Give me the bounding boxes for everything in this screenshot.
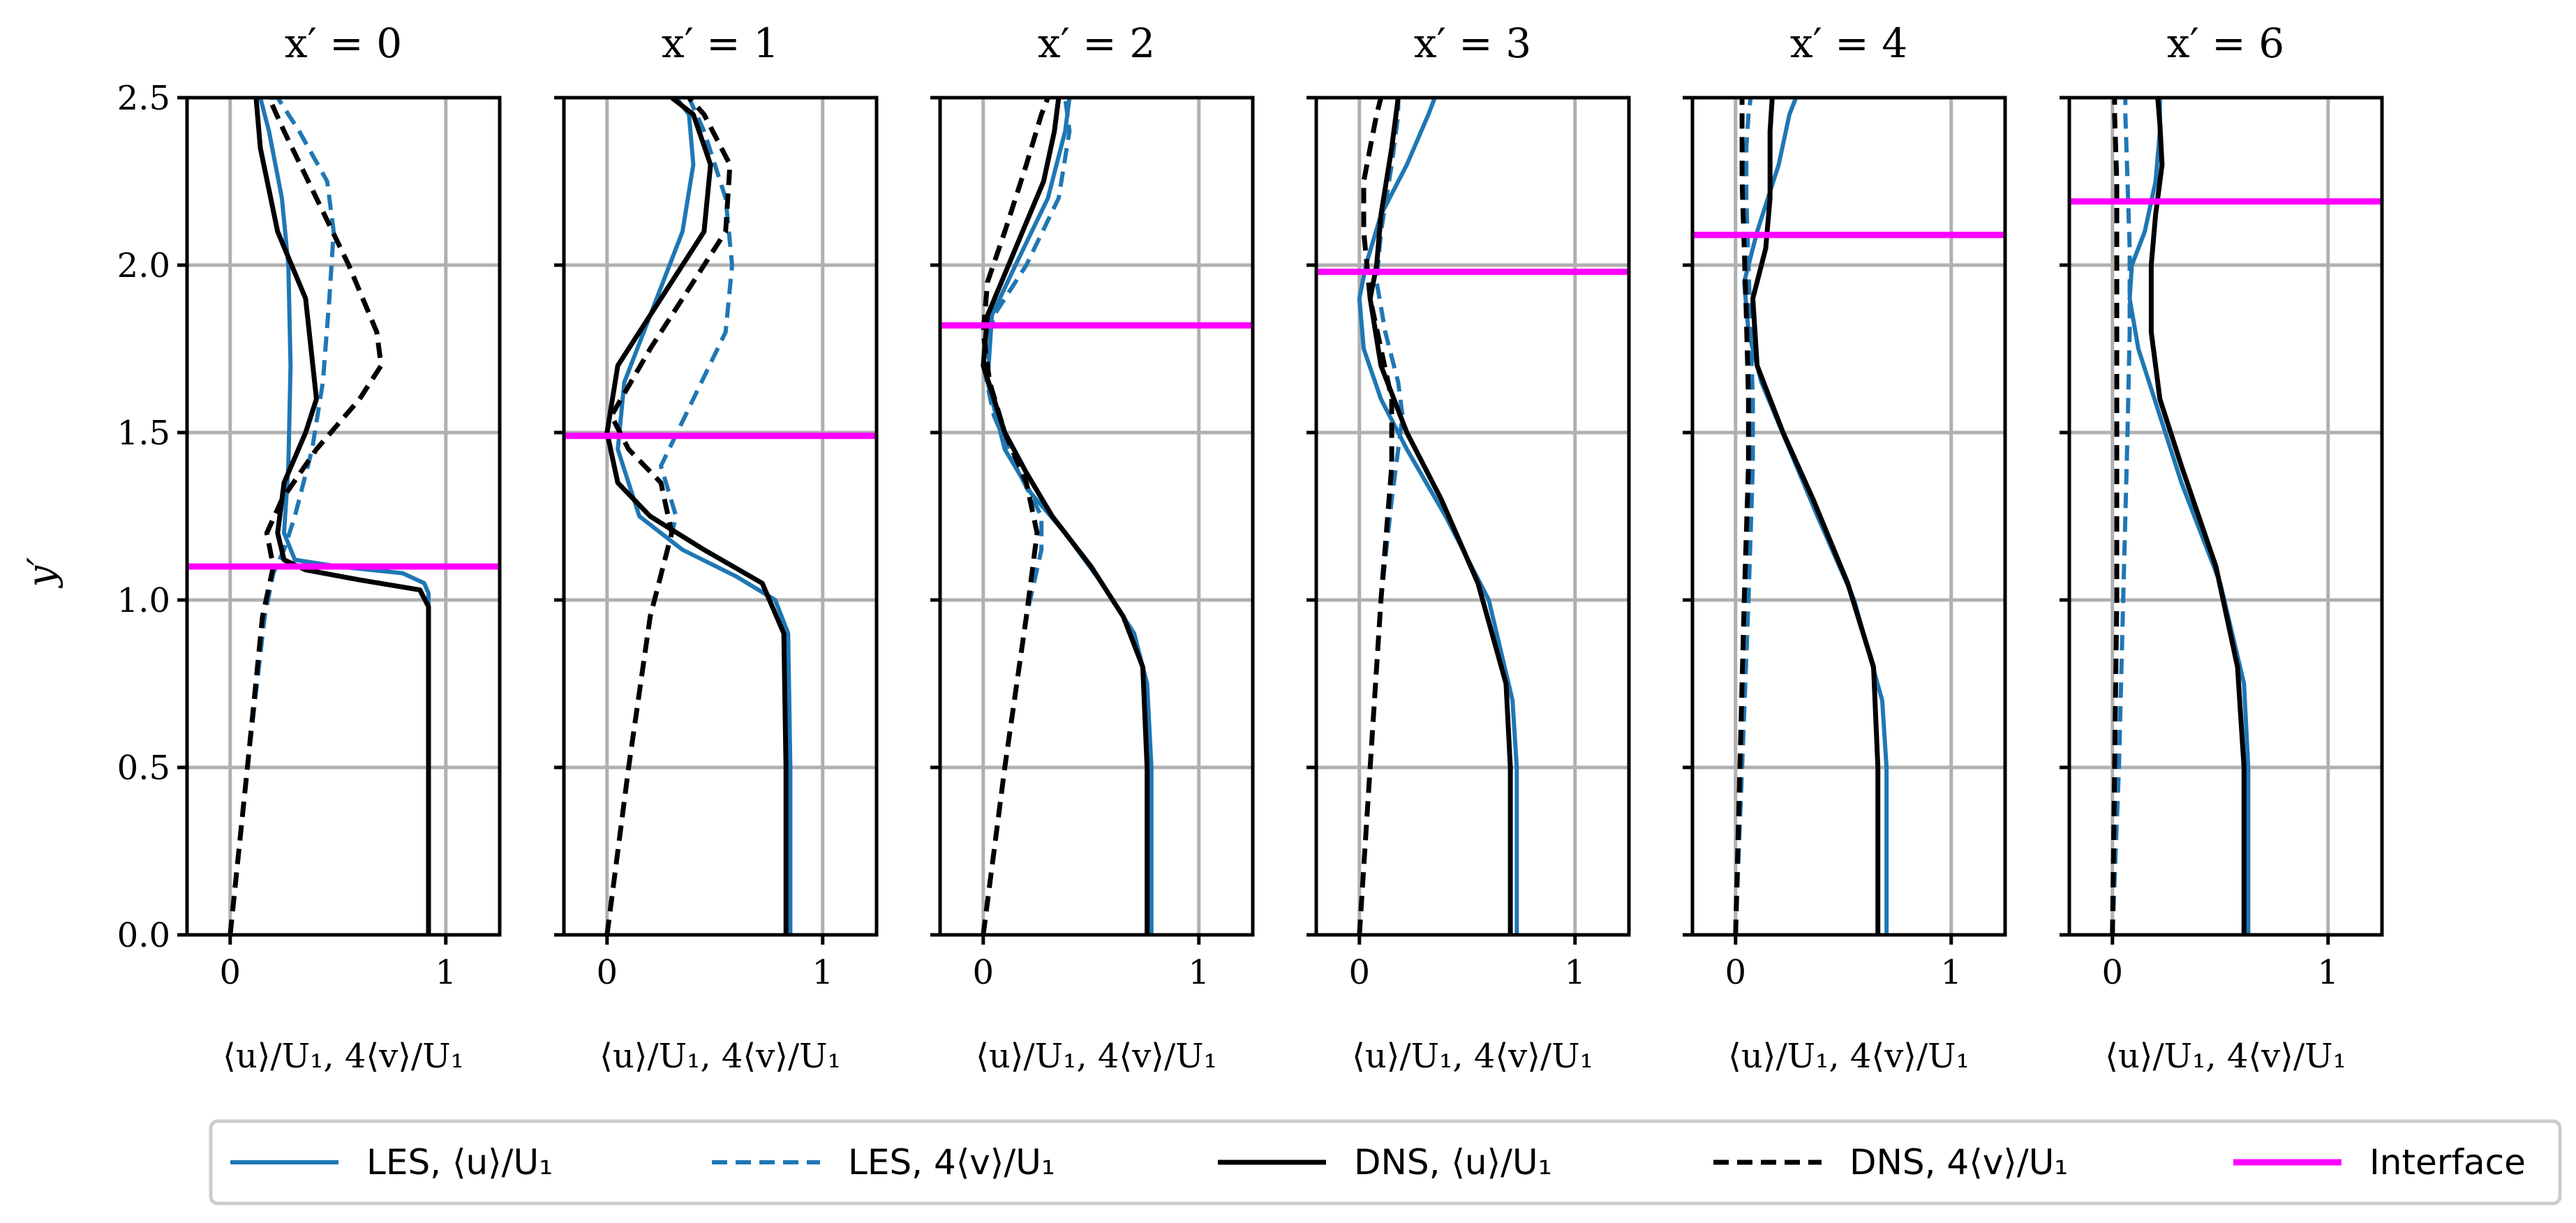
series-dns-v-line bbox=[228, 98, 384, 935]
panel-title: x′ = 1 bbox=[662, 20, 779, 67]
series-les-u-line bbox=[1357, 98, 1519, 935]
x-tick-label: 0 bbox=[597, 953, 618, 992]
series-les-v-line bbox=[604, 98, 734, 935]
y-tick-label: 2.0 bbox=[117, 246, 170, 285]
series-dns-v-line bbox=[1357, 98, 1394, 935]
legend-label: DNS, ⟨u⟩/U₁ bbox=[1354, 1142, 1552, 1183]
y-axis-label: y′ bbox=[20, 557, 64, 589]
x-tick-label: 1 bbox=[1940, 953, 1962, 992]
x-tick-label: 0 bbox=[2102, 953, 2124, 992]
x-axis-label: ⟨u⟩/U₁, 4⟨v⟩/U₁ bbox=[976, 1037, 1217, 1076]
legend-label: LES, ⟨u⟩/U₁ bbox=[366, 1142, 553, 1183]
series-group bbox=[981, 98, 1154, 935]
x-tick-label: 1 bbox=[1564, 953, 1586, 992]
panel-x4: 0 1 ⟨u⟩/U₁, 4⟨v⟩/U₁ x′ = 4 bbox=[1683, 20, 2007, 1076]
x-tick-label: 1 bbox=[2317, 953, 2339, 992]
series-dns-u-line bbox=[1750, 98, 1881, 935]
series-les-u-line bbox=[258, 98, 431, 935]
series-dns-v-line bbox=[1733, 98, 1751, 935]
panels: 0.0 0.5 1.0 1.5 2.0 2.5 0 1 ⟨u⟩/U₁, 4⟨v⟩/U₁ x′ = … bbox=[117, 20, 2384, 1076]
legend-entry-dns-u: DNS, ⟨u⟩/U₁ bbox=[1218, 1142, 1552, 1183]
panel-title: x′ = 0 bbox=[285, 20, 402, 67]
panel-frame bbox=[1690, 96, 2007, 937]
series-les-v-line bbox=[1733, 98, 1755, 935]
x-axis-label: ⟨u⟩/U₁, 4⟨v⟩/U₁ bbox=[2105, 1037, 2346, 1076]
x-axis-label: ⟨u⟩/U₁, 4⟨v⟩/U₁ bbox=[1728, 1037, 1970, 1076]
series-dns-v-line bbox=[981, 98, 1050, 935]
series-dns-u-line bbox=[1367, 98, 1513, 935]
panel-frame bbox=[1314, 96, 1631, 937]
legend-label: LES, 4⟨v⟩/U₁ bbox=[848, 1142, 1055, 1183]
series-dns-u-line bbox=[604, 98, 789, 935]
x-tick-label: 0 bbox=[220, 953, 241, 992]
panel-frame bbox=[938, 96, 1255, 937]
y-tick-label: 2.5 bbox=[117, 79, 170, 118]
legend-entry-les-v: LES, 4⟨v⟩/U₁ bbox=[712, 1142, 1055, 1183]
x-tick-label: 0 bbox=[1349, 953, 1371, 992]
panel-title: x′ = 2 bbox=[1038, 20, 1155, 67]
series-les-v-line bbox=[228, 98, 336, 935]
legend-box bbox=[209, 1119, 2562, 1206]
series-les-v-line bbox=[2110, 98, 2132, 935]
x-axis-label: ⟨u⟩/U₁, 4⟨v⟩/U₁ bbox=[223, 1037, 464, 1076]
series-group bbox=[2110, 98, 2251, 935]
panel-x2: 0 1 ⟨u⟩/U₁, 4⟨v⟩/U₁ x′ = 2 bbox=[930, 20, 1255, 1076]
legend-entry-dns-v: DNS, 4⟨v⟩/U₁ bbox=[1713, 1142, 2068, 1183]
panel-frame bbox=[185, 96, 502, 937]
panel-frame bbox=[562, 96, 879, 937]
legend-label: Interface bbox=[2369, 1142, 2526, 1183]
legend-entry-les-u: LES, ⟨u⟩/U₁ bbox=[230, 1142, 553, 1183]
series-les-u-line bbox=[616, 98, 793, 935]
series-les-u-line bbox=[2127, 98, 2251, 935]
panel-x5: 0 1 ⟨u⟩/U₁, 4⟨v⟩/U₁ x′ = 6 bbox=[2060, 20, 2384, 1076]
series-dns-v-line bbox=[604, 98, 733, 935]
series-dns-u-line bbox=[981, 98, 1150, 935]
series-group bbox=[1357, 98, 1519, 935]
series-dns-u-line bbox=[2148, 98, 2247, 935]
legend-entry-interface: Interface bbox=[2233, 1142, 2526, 1183]
panel-frame bbox=[2067, 96, 2384, 937]
series-les-u-line bbox=[985, 98, 1154, 935]
panel-title: x′ = 3 bbox=[1414, 20, 1531, 67]
y-tick-label: 1.0 bbox=[117, 581, 170, 620]
series-group bbox=[228, 98, 431, 935]
panel-title: x′ = 4 bbox=[1790, 20, 1907, 67]
panel-x0: 0.0 0.5 1.0 1.5 2.0 2.5 0 1 ⟨u⟩/U₁, 4⟨v⟩/U₁ x′ = … bbox=[117, 20, 502, 1076]
panel-x1: 0 1 ⟨u⟩/U₁, 4⟨v⟩/U₁ x′ = 1 bbox=[554, 20, 879, 1076]
panel-x3: 0 1 ⟨u⟩/U₁, 4⟨v⟩/U₁ x′ = 3 bbox=[1306, 20, 1631, 1076]
panel-title: x′ = 6 bbox=[2167, 20, 2284, 67]
legend: LES, ⟨u⟩/U₁ LES, 4⟨v⟩/U₁ DNS, ⟨u⟩/U₁ DNS, 4… bbox=[209, 1119, 2562, 1206]
series-group bbox=[1733, 98, 1889, 935]
x-axis-label: ⟨u⟩/U₁, 4⟨v⟩/U₁ bbox=[1352, 1037, 1593, 1076]
x-tick-label: 1 bbox=[435, 953, 456, 992]
x-tick-label: 1 bbox=[1188, 953, 1209, 992]
x-axis-label: ⟨u⟩/U₁, 4⟨v⟩/U₁ bbox=[600, 1037, 841, 1076]
x-tick-label: 0 bbox=[1725, 953, 1747, 992]
x-tick-label: 1 bbox=[812, 953, 833, 992]
series-group bbox=[604, 98, 793, 935]
series-dns-u-line bbox=[253, 98, 431, 935]
y-tick-label: 0.5 bbox=[117, 749, 170, 788]
y-tick-label: 1.5 bbox=[117, 414, 170, 453]
series-dns-v-line bbox=[2110, 98, 2120, 935]
x-tick-label: 0 bbox=[973, 953, 995, 992]
legend-label: DNS, 4⟨v⟩/U₁ bbox=[1849, 1142, 2068, 1183]
y-tick-label: 0.0 bbox=[117, 916, 170, 955]
